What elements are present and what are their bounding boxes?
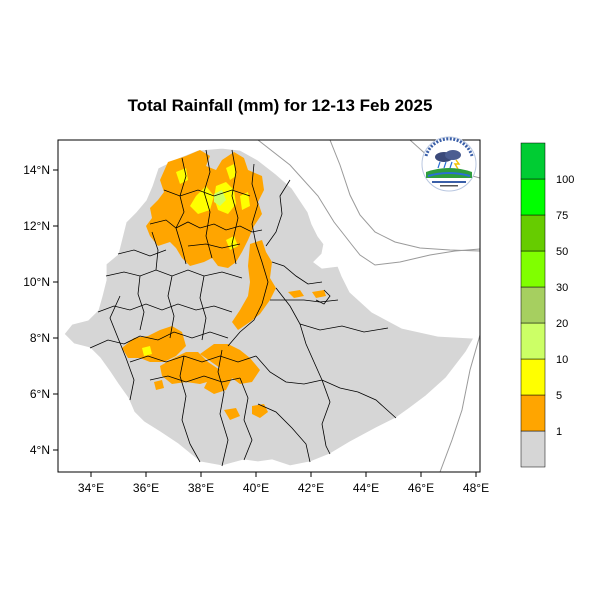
legend-swatch-7 [520, 178, 546, 216]
legend-label: 1 [556, 426, 562, 438]
y-tick-label: 4°N [30, 443, 50, 457]
legend-swatch-8 [520, 142, 546, 180]
legend-labels: 1 5 10 20 30 50 75 100 [556, 174, 574, 438]
map-title: Total Rainfall (mm) for 12-13 Feb 2025 [127, 96, 433, 115]
legend-label: 30 [556, 282, 568, 294]
legend-swatch-1 [520, 394, 546, 432]
x-tick-label: 40°E [243, 481, 269, 495]
x-tick-label: 38°E [188, 481, 214, 495]
legend-swatch-2 [520, 358, 546, 396]
y-tick-label: 14°N [23, 163, 50, 177]
legend-label: 20 [556, 318, 568, 330]
legend-label: 75 [556, 210, 568, 222]
y-tick-label: 12°N [23, 219, 50, 233]
x-tick-label: 48°E [463, 481, 489, 495]
legend-label: 100 [556, 174, 574, 186]
admin-boundaries [89, 149, 397, 467]
map-frame [57, 139, 481, 473]
x-tick-label: 46°E [408, 481, 434, 495]
axis-ticks [53, 169, 477, 477]
x-tick-label: 36°E [133, 481, 159, 495]
legend-swatch-0 [520, 430, 546, 468]
x-tick-label: 44°E [353, 481, 379, 495]
x-tick-label: 34°E [78, 481, 104, 495]
y-tick-label: 10°N [23, 275, 50, 289]
legend-label: 5 [556, 390, 562, 402]
y-tick-label: 8°N [30, 331, 50, 345]
legend-label: 10 [556, 354, 568, 366]
x-axis-labels: 34°E 36°E 38°E 40°E 42°E 44°E 46°E 48°E [78, 481, 489, 495]
legend-swatch-4 [520, 286, 546, 324]
y-axis-labels: 14°N 12°N 10°N 8°N 6°N 4°N [23, 163, 50, 457]
y-tick-label: 6°N [30, 387, 50, 401]
legend-colorbar [520, 142, 546, 468]
legend-label: 50 [556, 246, 568, 258]
x-tick-label: 42°E [298, 481, 324, 495]
legend-swatch-3 [520, 322, 546, 360]
legend-swatch-5 [520, 250, 546, 288]
legend-swatch-6 [520, 214, 546, 252]
rainfall-10-20mm-areas [214, 190, 226, 206]
meteorology-agency-logo-icon [421, 136, 477, 192]
